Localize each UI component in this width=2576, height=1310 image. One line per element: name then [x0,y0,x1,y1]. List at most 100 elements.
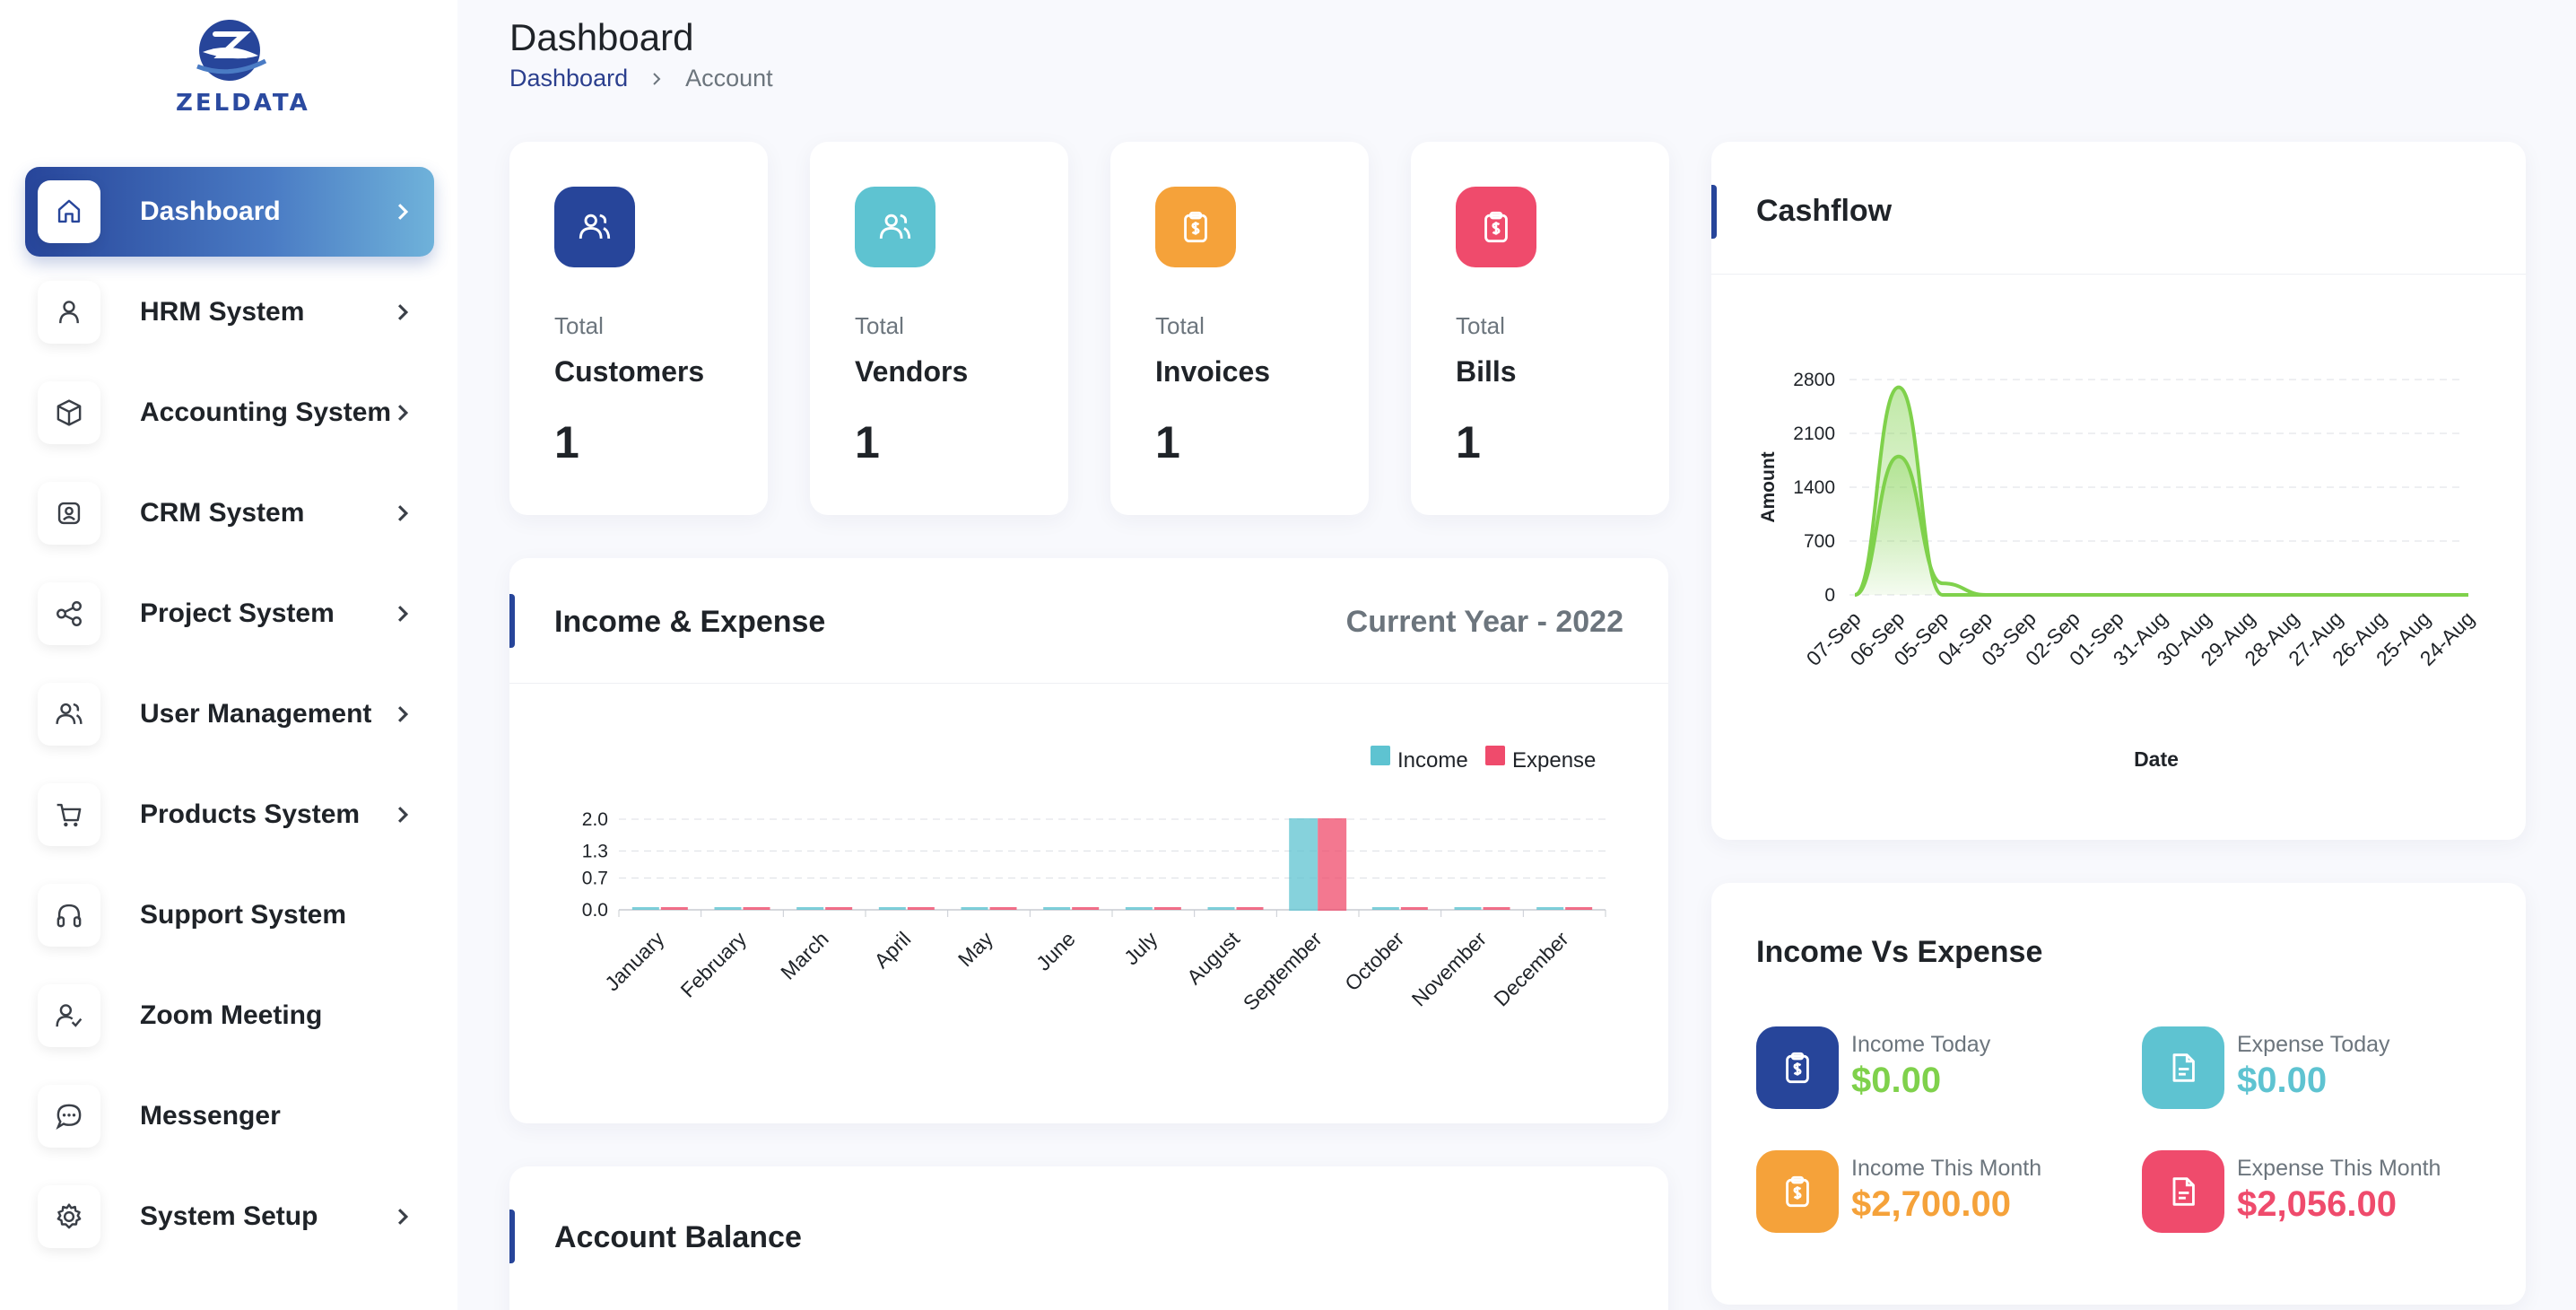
stat-label: Expense Today [2237,1032,2390,1057]
card-header: Cashflow [1711,142,2526,275]
stat-value: $0.00 [2237,1061,2328,1100]
bar-income-august [1207,907,1235,910]
y-tick-label: 0.7 [582,869,608,889]
sidebar-item-hrm-system[interactable]: HRM System [25,267,434,357]
stat-icon-box [1155,187,1236,267]
bar-expense-june [1072,907,1100,910]
page-title: Dashboard [509,16,694,58]
sidebar-item-label: Support System [140,900,347,930]
stat-expense-this-month: Expense This Month $2,056.00 [2142,1150,2501,1240]
x-tick-label: January [600,927,669,996]
breadcrumb: Dashboard Account [509,65,773,92]
headphones-icon [57,904,82,928]
income-expense-title: Income & Expense [554,605,826,639]
sidebar-icon-box [38,683,100,746]
stat-income-this-month: Income This Month $2,700.00 [1756,1150,2115,1240]
stat-value: 1 [554,417,579,467]
sidebar-icon-box [38,281,100,344]
sidebar-nav: Dashboard HRM System Accounting System CRM … [25,167,434,1272]
y-tick-label: 1400 [1793,477,1835,498]
sidebar-item-label: HRM System [140,297,305,327]
sidebar: ZELDATA Dashboard HRM System Accounting Sy… [0,0,457,1310]
card-accent [509,1210,515,1263]
stat-expense-today: Expense Today $0.00 [2142,1026,2501,1116]
chevron-right-icon [397,1209,409,1225]
stat-total-label: Total [1456,312,1505,339]
breadcrumb-current: Account [685,65,773,92]
stat-label: Customers [554,355,705,388]
stat-value: $0.00 [1851,1061,1942,1100]
bar-income-may [961,907,988,910]
users-icon [56,703,83,724]
box-icon [57,399,82,426]
sidebar-item-products-system[interactable]: Products System [25,770,434,860]
x-tick-label: March [776,927,833,984]
sidebar-item-label: Messenger [140,1101,281,1131]
income-vs-expense-card: Income Vs Expense Income Today $0.00 Expen… [1711,883,2526,1305]
card-header: Account Balance [509,1166,1668,1292]
x-tick-label: May [953,927,997,971]
bar-income-december [1536,907,1564,910]
sidebar-icon-box [38,884,100,947]
users-icon [579,214,611,239]
stat-label: Income Today [1851,1032,1991,1057]
sidebar-item-label: Project System [140,598,335,628]
bar-income-january [631,907,659,910]
stat-value: $2,056.00 [2237,1184,2397,1224]
sidebar-item-messenger[interactable]: Messenger [25,1071,434,1161]
sidebar-item-zoom-meeting[interactable]: Zoom Meeting [25,971,434,1061]
invoice-icon [1184,211,1207,243]
card-accent [1711,185,1717,239]
income-expense-bar-chart: 0.0 0.7 1.3 2.0 January February March April May… [582,746,1606,1015]
sidebar-item-user-management[interactable]: User Management [25,669,434,759]
bar-expense-october [1400,907,1428,910]
cart-icon [57,803,82,827]
card-accent [509,594,515,648]
sidebar-item-label: CRM System [140,498,305,528]
y-tick-label: 2.0 [582,809,608,830]
sidebar-icon-box [38,381,100,444]
sidebar-item-accounting-system[interactable]: Accounting System [25,368,434,458]
stat-card-invoices[interactable]: Total Invoices 1 [1110,142,1369,515]
y-tick-label: 0 [1824,585,1835,606]
stat-label: Invoices [1155,355,1271,388]
x-tick-label: February [676,927,752,1002]
bar-income-november [1454,907,1482,910]
stat-label: Income This Month [1851,1156,2042,1181]
chevron-right-icon [397,505,409,521]
sidebar-item-support-system[interactable]: Support System [25,870,434,960]
area-fill-income [1855,387,2468,595]
breadcrumb-link-dashboard[interactable]: Dashboard [509,65,629,92]
sidebar-item-dashboard[interactable]: Dashboard [25,167,434,257]
chevron-right-icon [397,304,409,320]
area-line-income [1854,385,2468,597]
stat-card-customers[interactable]: Total Customers 1 [509,142,768,515]
card-header: Income & Expense Current Year - 2022 [509,558,1668,684]
stat-total-label: Total [1155,312,1205,339]
invoice-icon [1786,1175,1809,1208]
sidebar-icon-box [38,582,100,645]
chevron-right-icon [397,807,409,823]
stat-icon-box [855,187,936,267]
invoice-icon [1786,1052,1809,1084]
sidebar-item-crm-system[interactable]: CRM System [25,468,434,558]
sidebar-item-label: Products System [140,799,361,829]
bar-expense-february [743,907,770,910]
stat-card-bills[interactable]: Total Bills 1 [1411,142,1669,515]
sidebar-item-label: System Setup [140,1201,318,1231]
sidebar-item-system-setup[interactable]: System Setup [25,1172,434,1262]
sidebar-icon-box [38,1185,100,1248]
stat-income-today: Income Today $0.00 [1756,1026,2115,1116]
bar-income-march [796,907,824,910]
y-tick-label: 1.3 [582,841,608,861]
brand-logo[interactable]: ZELDATA [176,16,308,117]
stat-card-vendors[interactable]: Total Vendors 1 [810,142,1068,515]
stat-icon-box [2142,1026,2224,1109]
sidebar-item-project-system[interactable]: Project System [25,569,434,659]
stat-total-label: Total [554,312,604,339]
sidebar-icon-box [38,180,100,243]
chevron-right-icon [397,204,409,220]
account-balance-title: Account Balance [554,1220,802,1254]
bar-expense-july [1153,907,1181,910]
document-icon [2172,1053,2195,1082]
